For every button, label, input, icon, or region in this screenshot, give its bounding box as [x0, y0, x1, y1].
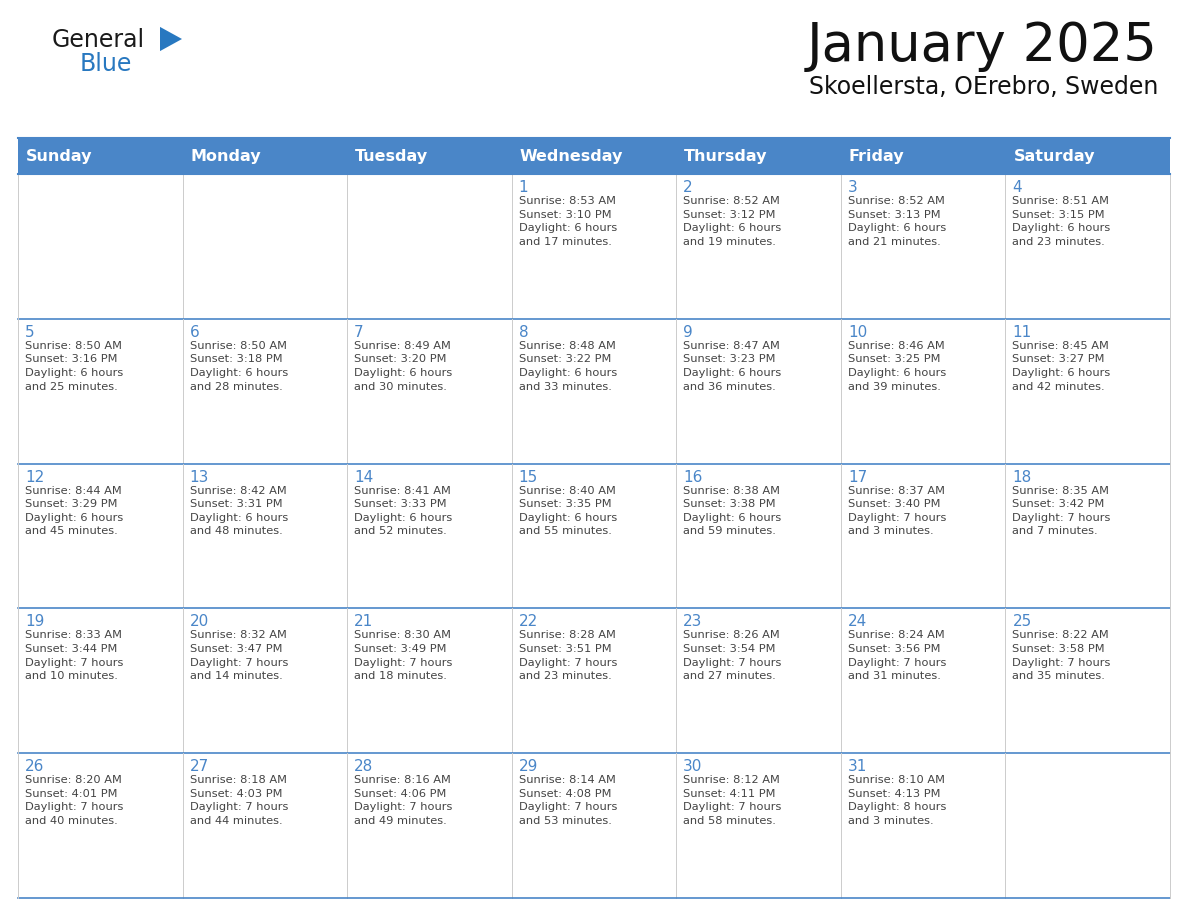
Text: Sunrise: 8:40 AM
Sunset: 3:35 PM
Daylight: 6 hours
and 55 minutes.: Sunrise: 8:40 AM Sunset: 3:35 PM Dayligh… [519, 486, 617, 536]
Text: Skoellersta, OErebro, Sweden: Skoellersta, OErebro, Sweden [809, 75, 1158, 99]
Text: Sunrise: 8:47 AM
Sunset: 3:23 PM
Daylight: 6 hours
and 36 minutes.: Sunrise: 8:47 AM Sunset: 3:23 PM Dayligh… [683, 341, 782, 392]
Text: Sunrise: 8:12 AM
Sunset: 4:11 PM
Daylight: 7 hours
and 58 minutes.: Sunrise: 8:12 AM Sunset: 4:11 PM Dayligh… [683, 775, 782, 826]
Text: Sunrise: 8:52 AM
Sunset: 3:12 PM
Daylight: 6 hours
and 19 minutes.: Sunrise: 8:52 AM Sunset: 3:12 PM Dayligh… [683, 196, 782, 247]
Text: Monday: Monday [190, 149, 261, 163]
Text: General: General [52, 28, 145, 52]
Text: 17: 17 [848, 470, 867, 485]
Text: Sunrise: 8:14 AM
Sunset: 4:08 PM
Daylight: 7 hours
and 53 minutes.: Sunrise: 8:14 AM Sunset: 4:08 PM Dayligh… [519, 775, 617, 826]
Text: Sunrise: 8:16 AM
Sunset: 4:06 PM
Daylight: 7 hours
and 49 minutes.: Sunrise: 8:16 AM Sunset: 4:06 PM Dayligh… [354, 775, 453, 826]
Text: Tuesday: Tuesday [355, 149, 428, 163]
Text: 15: 15 [519, 470, 538, 485]
Text: Friday: Friday [849, 149, 904, 163]
Text: 28: 28 [354, 759, 373, 774]
Text: Sunrise: 8:53 AM
Sunset: 3:10 PM
Daylight: 6 hours
and 17 minutes.: Sunrise: 8:53 AM Sunset: 3:10 PM Dayligh… [519, 196, 617, 247]
Bar [18, 609, 1170, 753]
Bar [18, 174, 1170, 319]
Text: Sunrise: 8:18 AM
Sunset: 4:03 PM
Daylight: 7 hours
and 44 minutes.: Sunrise: 8:18 AM Sunset: 4:03 PM Dayligh… [190, 775, 287, 826]
Text: 29: 29 [519, 759, 538, 774]
Text: Sunrise: 8:38 AM
Sunset: 3:38 PM
Daylight: 6 hours
and 59 minutes.: Sunrise: 8:38 AM Sunset: 3:38 PM Dayligh… [683, 486, 782, 536]
Text: Wednesday: Wednesday [519, 149, 623, 163]
Text: 14: 14 [354, 470, 373, 485]
Text: Sunrise: 8:22 AM
Sunset: 3:58 PM
Daylight: 7 hours
and 35 minutes.: Sunrise: 8:22 AM Sunset: 3:58 PM Dayligh… [1012, 631, 1111, 681]
Text: 6: 6 [190, 325, 200, 340]
Text: Sunrise: 8:20 AM
Sunset: 4:01 PM
Daylight: 7 hours
and 40 minutes.: Sunrise: 8:20 AM Sunset: 4:01 PM Dayligh… [25, 775, 124, 826]
Text: Thursday: Thursday [684, 149, 767, 163]
Text: Sunrise: 8:30 AM
Sunset: 3:49 PM
Daylight: 7 hours
and 18 minutes.: Sunrise: 8:30 AM Sunset: 3:49 PM Dayligh… [354, 631, 453, 681]
Text: Sunrise: 8:33 AM
Sunset: 3:44 PM
Daylight: 7 hours
and 10 minutes.: Sunrise: 8:33 AM Sunset: 3:44 PM Dayligh… [25, 631, 124, 681]
Polygon shape [160, 27, 182, 51]
Text: 20: 20 [190, 614, 209, 630]
Text: 5: 5 [25, 325, 34, 340]
Text: 12: 12 [25, 470, 44, 485]
Text: Sunrise: 8:50 AM
Sunset: 3:18 PM
Daylight: 6 hours
and 28 minutes.: Sunrise: 8:50 AM Sunset: 3:18 PM Dayligh… [190, 341, 287, 392]
Text: 21: 21 [354, 614, 373, 630]
Text: Sunrise: 8:32 AM
Sunset: 3:47 PM
Daylight: 7 hours
and 14 minutes.: Sunrise: 8:32 AM Sunset: 3:47 PM Dayligh… [190, 631, 287, 681]
Text: Sunrise: 8:35 AM
Sunset: 3:42 PM
Daylight: 7 hours
and 7 minutes.: Sunrise: 8:35 AM Sunset: 3:42 PM Dayligh… [1012, 486, 1111, 536]
Text: Sunday: Sunday [26, 149, 93, 163]
Text: Sunrise: 8:10 AM
Sunset: 4:13 PM
Daylight: 8 hours
and 3 minutes.: Sunrise: 8:10 AM Sunset: 4:13 PM Dayligh… [848, 775, 946, 826]
Text: 4: 4 [1012, 180, 1022, 195]
Text: 24: 24 [848, 614, 867, 630]
Text: Sunrise: 8:37 AM
Sunset: 3:40 PM
Daylight: 7 hours
and 3 minutes.: Sunrise: 8:37 AM Sunset: 3:40 PM Dayligh… [848, 486, 946, 536]
Text: 25: 25 [1012, 614, 1031, 630]
Text: 8: 8 [519, 325, 529, 340]
Text: 7: 7 [354, 325, 364, 340]
Text: 30: 30 [683, 759, 702, 774]
Text: 31: 31 [848, 759, 867, 774]
Text: 19: 19 [25, 614, 44, 630]
Text: January 2025: January 2025 [807, 20, 1158, 72]
Text: 26: 26 [25, 759, 44, 774]
Text: Sunrise: 8:42 AM
Sunset: 3:31 PM
Daylight: 6 hours
and 48 minutes.: Sunrise: 8:42 AM Sunset: 3:31 PM Dayligh… [190, 486, 287, 536]
Text: 27: 27 [190, 759, 209, 774]
Text: Sunrise: 8:28 AM
Sunset: 3:51 PM
Daylight: 7 hours
and 23 minutes.: Sunrise: 8:28 AM Sunset: 3:51 PM Dayligh… [519, 631, 617, 681]
Text: Sunrise: 8:50 AM
Sunset: 3:16 PM
Daylight: 6 hours
and 25 minutes.: Sunrise: 8:50 AM Sunset: 3:16 PM Dayligh… [25, 341, 124, 392]
Text: Sunrise: 8:26 AM
Sunset: 3:54 PM
Daylight: 7 hours
and 27 minutes.: Sunrise: 8:26 AM Sunset: 3:54 PM Dayligh… [683, 631, 782, 681]
Bar [18, 753, 1170, 898]
Text: 11: 11 [1012, 325, 1031, 340]
Bar [18, 138, 1170, 174]
Text: 3: 3 [848, 180, 858, 195]
Bar [18, 464, 1170, 609]
Text: 10: 10 [848, 325, 867, 340]
Text: 2: 2 [683, 180, 693, 195]
Text: Sunrise: 8:49 AM
Sunset: 3:20 PM
Daylight: 6 hours
and 30 minutes.: Sunrise: 8:49 AM Sunset: 3:20 PM Dayligh… [354, 341, 453, 392]
Text: 18: 18 [1012, 470, 1031, 485]
Text: Sunrise: 8:24 AM
Sunset: 3:56 PM
Daylight: 7 hours
and 31 minutes.: Sunrise: 8:24 AM Sunset: 3:56 PM Dayligh… [848, 631, 946, 681]
Text: 1: 1 [519, 180, 529, 195]
Text: Sunrise: 8:46 AM
Sunset: 3:25 PM
Daylight: 6 hours
and 39 minutes.: Sunrise: 8:46 AM Sunset: 3:25 PM Dayligh… [848, 341, 946, 392]
Text: 16: 16 [683, 470, 702, 485]
Text: Sunrise: 8:44 AM
Sunset: 3:29 PM
Daylight: 6 hours
and 45 minutes.: Sunrise: 8:44 AM Sunset: 3:29 PM Dayligh… [25, 486, 124, 536]
Text: Sunrise: 8:51 AM
Sunset: 3:15 PM
Daylight: 6 hours
and 23 minutes.: Sunrise: 8:51 AM Sunset: 3:15 PM Dayligh… [1012, 196, 1111, 247]
Text: Sunrise: 8:45 AM
Sunset: 3:27 PM
Daylight: 6 hours
and 42 minutes.: Sunrise: 8:45 AM Sunset: 3:27 PM Dayligh… [1012, 341, 1111, 392]
Text: Sunrise: 8:52 AM
Sunset: 3:13 PM
Daylight: 6 hours
and 21 minutes.: Sunrise: 8:52 AM Sunset: 3:13 PM Dayligh… [848, 196, 946, 247]
Text: 22: 22 [519, 614, 538, 630]
Text: Sunrise: 8:48 AM
Sunset: 3:22 PM
Daylight: 6 hours
and 33 minutes.: Sunrise: 8:48 AM Sunset: 3:22 PM Dayligh… [519, 341, 617, 392]
Text: Sunrise: 8:41 AM
Sunset: 3:33 PM
Daylight: 6 hours
and 52 minutes.: Sunrise: 8:41 AM Sunset: 3:33 PM Dayligh… [354, 486, 453, 536]
Bar [18, 319, 1170, 464]
Text: Saturday: Saturday [1013, 149, 1095, 163]
Text: 13: 13 [190, 470, 209, 485]
Text: Blue: Blue [80, 52, 132, 76]
Text: 9: 9 [683, 325, 693, 340]
Text: 23: 23 [683, 614, 702, 630]
